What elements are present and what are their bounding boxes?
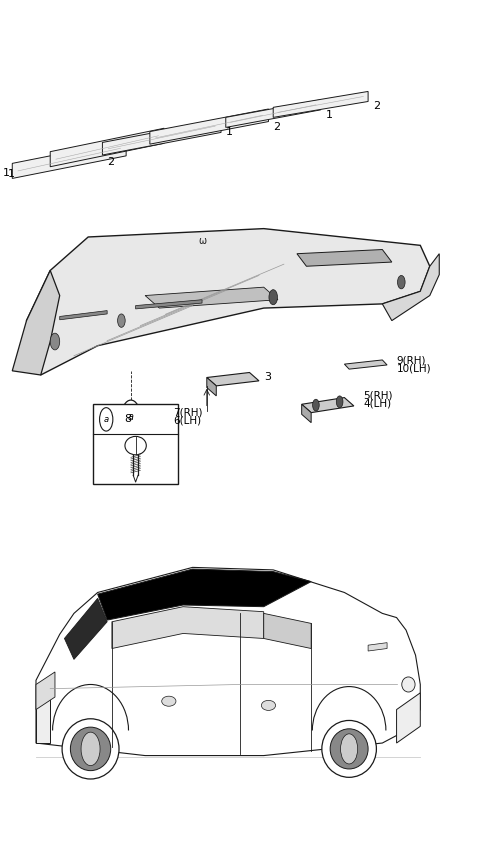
Polygon shape [207, 377, 216, 396]
Ellipse shape [71, 727, 111, 770]
Text: 4(LH): 4(LH) [363, 398, 392, 408]
Polygon shape [36, 672, 55, 710]
Polygon shape [368, 642, 387, 651]
Circle shape [336, 396, 343, 408]
Ellipse shape [322, 721, 376, 777]
FancyBboxPatch shape [93, 404, 179, 484]
Polygon shape [60, 311, 107, 320]
Text: 5(RH): 5(RH) [363, 391, 393, 401]
Polygon shape [396, 693, 420, 743]
Polygon shape [273, 92, 368, 117]
Text: 1: 1 [8, 169, 14, 179]
Polygon shape [136, 300, 202, 309]
Text: 1: 1 [325, 109, 332, 120]
Circle shape [50, 333, 60, 350]
Polygon shape [150, 109, 268, 144]
Polygon shape [344, 360, 387, 369]
Text: 7(RH): 7(RH) [174, 408, 203, 418]
Polygon shape [207, 372, 259, 386]
Polygon shape [145, 287, 278, 308]
Circle shape [81, 733, 100, 765]
Text: 6(LH): 6(LH) [174, 415, 202, 425]
Polygon shape [264, 613, 311, 648]
Text: a: a [128, 412, 134, 422]
Text: 3: 3 [264, 371, 271, 381]
Circle shape [269, 290, 277, 305]
Text: 2: 2 [373, 102, 380, 111]
Text: 8: 8 [124, 414, 131, 424]
Polygon shape [36, 693, 50, 743]
Polygon shape [383, 253, 439, 321]
Text: 10(LH): 10(LH) [396, 363, 431, 373]
Polygon shape [226, 100, 321, 127]
Polygon shape [12, 141, 126, 179]
Ellipse shape [125, 436, 146, 455]
Polygon shape [301, 397, 354, 413]
Polygon shape [112, 607, 264, 648]
Ellipse shape [261, 701, 276, 711]
Text: 2: 2 [107, 157, 114, 167]
Circle shape [121, 400, 140, 434]
Polygon shape [64, 599, 107, 659]
Text: a: a [104, 415, 109, 424]
Ellipse shape [62, 719, 119, 779]
Circle shape [99, 408, 113, 431]
Polygon shape [36, 568, 420, 755]
Polygon shape [12, 270, 60, 375]
Polygon shape [97, 569, 311, 620]
Polygon shape [26, 229, 430, 375]
Text: 1: 1 [3, 168, 10, 178]
Text: 1: 1 [226, 127, 233, 137]
Ellipse shape [162, 696, 176, 706]
Text: ω: ω [198, 236, 206, 246]
Circle shape [341, 734, 358, 764]
Polygon shape [102, 120, 221, 155]
Ellipse shape [330, 729, 368, 769]
Text: 9(RH): 9(RH) [396, 356, 426, 365]
Circle shape [312, 399, 319, 411]
Circle shape [397, 275, 405, 289]
Polygon shape [301, 404, 311, 423]
Ellipse shape [402, 677, 415, 692]
Polygon shape [50, 128, 164, 167]
Polygon shape [297, 249, 392, 266]
Circle shape [118, 314, 125, 328]
Text: 2: 2 [273, 121, 280, 131]
